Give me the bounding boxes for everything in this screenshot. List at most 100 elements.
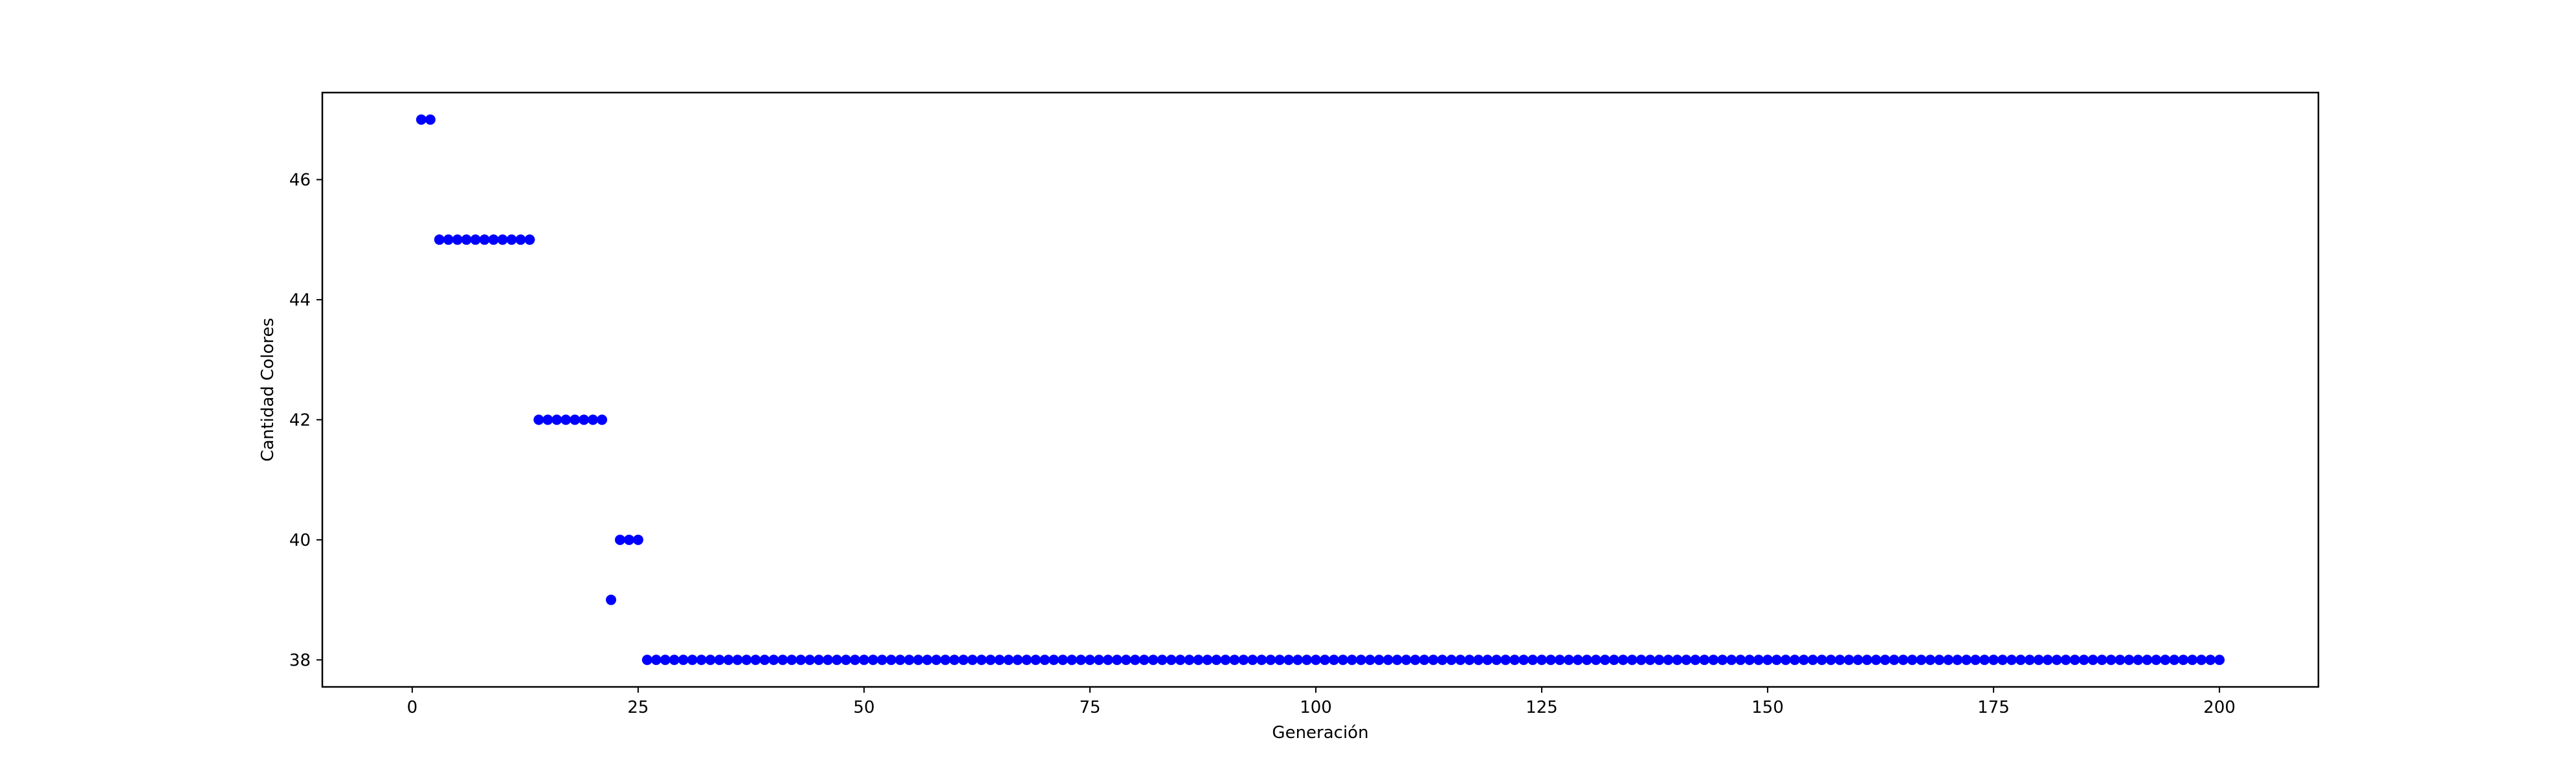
data-point	[1572, 655, 1583, 666]
data-point	[1925, 655, 1936, 666]
data-point	[1546, 655, 1557, 666]
data-point	[570, 414, 581, 425]
data-point	[1491, 655, 1502, 666]
data-point	[2033, 655, 2044, 666]
data-point	[1880, 655, 1891, 666]
x-axis: 0 25 50 75 100 125 150 175 200	[407, 687, 2236, 717]
data-point	[1681, 655, 1692, 666]
data-point	[876, 655, 887, 666]
data-point	[1392, 655, 1403, 666]
data-point	[561, 414, 572, 425]
data-point	[1337, 655, 1348, 666]
data-point	[1175, 655, 1186, 666]
data-point	[1898, 655, 1909, 666]
data-point	[1256, 655, 1267, 666]
data-point	[1102, 655, 1113, 666]
data-point	[606, 594, 617, 605]
data-point	[1111, 655, 1122, 666]
data-point	[1934, 655, 1945, 666]
x-tick-label: 100	[1300, 698, 1332, 717]
data-point	[579, 414, 590, 425]
data-point	[1428, 655, 1439, 666]
data-point	[1781, 655, 1791, 666]
data-point	[958, 655, 969, 666]
data-point	[732, 655, 743, 666]
x-axis-label: Generación	[1272, 723, 1368, 743]
data-point	[1166, 655, 1177, 666]
data-point	[1265, 655, 1276, 666]
data-point	[1446, 655, 1457, 666]
data-point	[1762, 655, 1773, 666]
data-point	[1311, 655, 1322, 666]
data-point	[416, 114, 427, 125]
data-point	[1789, 655, 1800, 666]
data-point	[976, 655, 987, 666]
data-point	[497, 234, 508, 245]
data-point	[1184, 655, 1195, 666]
y-tick-label: 40	[289, 531, 311, 550]
data-point	[1952, 655, 1963, 666]
x-tick-label: 150	[1751, 698, 1784, 717]
data-point	[2142, 655, 2153, 666]
data-point	[1590, 655, 1601, 666]
data-point	[1563, 655, 1574, 666]
y-axis-label: Cantidad Colores	[258, 318, 278, 462]
x-tick-label: 175	[1977, 698, 2010, 717]
data-point	[687, 655, 698, 666]
data-point	[2024, 655, 2035, 666]
data-point	[1093, 655, 1104, 666]
data-point	[1373, 655, 1384, 666]
data-point	[1907, 655, 1918, 666]
data-point	[759, 655, 770, 666]
x-tick-label: 50	[853, 698, 874, 717]
data-point	[1049, 655, 1060, 666]
data-point	[1636, 655, 1647, 666]
data-point	[515, 234, 526, 245]
data-point	[1753, 655, 1764, 666]
y-tick-label: 38	[289, 651, 311, 670]
data-point	[479, 234, 490, 245]
data-point	[696, 655, 707, 666]
x-tick-label: 200	[2203, 698, 2236, 717]
data-point	[2006, 655, 2017, 666]
data-point	[823, 655, 834, 666]
data-point	[1455, 655, 1466, 666]
data-point	[841, 655, 852, 666]
data-point	[452, 234, 463, 245]
data-point	[931, 655, 942, 666]
data-point	[1229, 655, 1240, 666]
y-axis: 38 40 42 44 46	[289, 170, 322, 670]
data-point	[1084, 655, 1095, 666]
data-point	[1129, 655, 1140, 666]
data-point	[443, 234, 454, 245]
data-point	[1608, 655, 1619, 666]
data-point	[2015, 655, 2026, 666]
data-point	[1599, 655, 1610, 666]
data-point	[2187, 655, 2198, 666]
data-point	[885, 655, 896, 666]
data-point	[533, 414, 544, 425]
data-point	[750, 655, 761, 666]
data-point	[1979, 655, 1990, 666]
data-point	[1293, 655, 1304, 666]
data-point	[994, 655, 1005, 666]
data-point	[1798, 655, 1809, 666]
data-point	[832, 655, 843, 666]
data-point	[1581, 655, 1592, 666]
data-point	[894, 655, 905, 666]
y-tick-label: 44	[289, 291, 311, 310]
data-point	[1834, 655, 1845, 666]
data-point	[2096, 655, 2107, 666]
data-point	[1401, 655, 1412, 666]
data-point	[1058, 655, 1069, 666]
data-point	[1157, 655, 1168, 666]
data-point	[1220, 655, 1231, 666]
data-point	[2169, 655, 2180, 666]
data-point	[1120, 655, 1131, 666]
data-point	[1825, 655, 1836, 666]
data-point	[470, 234, 481, 245]
data-point	[723, 655, 734, 666]
y-tick-label: 42	[289, 410, 311, 430]
data-point	[1473, 655, 1484, 666]
